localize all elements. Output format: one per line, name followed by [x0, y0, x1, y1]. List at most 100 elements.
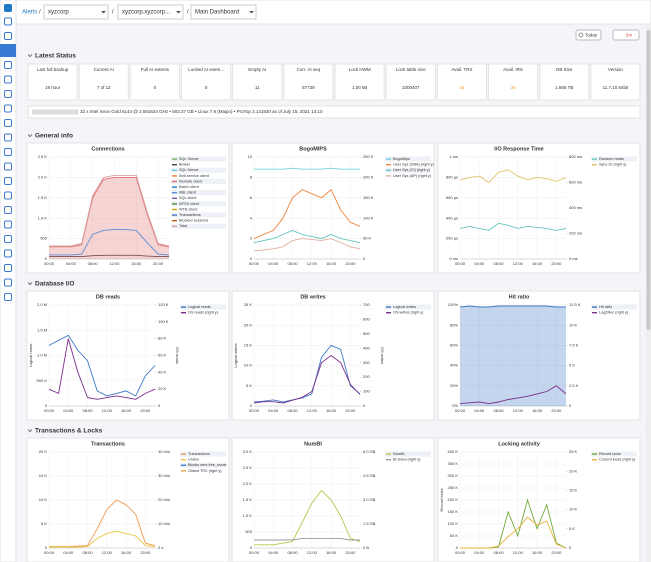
series-line [49, 174, 170, 247]
legend-band [385, 310, 431, 316]
series-line [48, 338, 156, 400]
stat-label: Lock table size [396, 67, 426, 72]
x-tick-label: 04:00 [268, 408, 279, 413]
refresh-label[interactable]: 5m [626, 33, 633, 38]
stat-value: 30 [511, 85, 517, 90]
legend-swatch [172, 192, 177, 194]
breadcrumb-link[interactable]: Alerts [22, 10, 37, 16]
today-label[interactable]: Today [585, 33, 598, 38]
nav-icon [4, 90, 12, 98]
refresh-button[interactable] [612, 29, 640, 41]
legend-label: Random reads [599, 157, 624, 161]
y-tick-label: 600 µs [446, 195, 458, 200]
x-tick-label: 00:00 [44, 408, 55, 413]
x-tick-label: 08:00 [494, 408, 505, 413]
legend-label: WTB client [179, 207, 198, 211]
stat-card [232, 63, 283, 101]
y2-tick-label: 0 [569, 545, 572, 550]
x-tick-label: 00:00 [44, 550, 55, 555]
legend-band [385, 156, 431, 162]
stat-value: 1.665 TB [555, 85, 573, 90]
legend-swatch [592, 158, 597, 160]
legend-swatch [172, 180, 177, 183]
y-tick-label: 100% [448, 302, 459, 307]
legend-swatch [592, 306, 597, 308]
chevron [27, 134, 33, 138]
dropdown-label[interactable]: xyzcorp [48, 10, 69, 16]
x-tick-label: 04:00 [268, 550, 279, 555]
y-tick-label: 400 µs [446, 215, 458, 220]
legend-label: Hit ratio [599, 305, 612, 309]
nav-icon [4, 61, 12, 69]
y-tick-label: 1.5 M [37, 327, 47, 332]
panel-title: DB writes [300, 294, 325, 300]
x-tick-label: 08:00 [83, 550, 94, 555]
y-tick-label: 500 [245, 529, 252, 534]
nav-icon [4, 264, 12, 272]
series-line [49, 254, 169, 258]
stat-label: Current AI [94, 67, 114, 72]
y2-tick-label: 100 K [158, 319, 169, 324]
dropdown[interactable] [190, 4, 257, 20]
dropdown[interactable] [117, 4, 184, 20]
series-line [49, 229, 170, 256]
legend-swatch [181, 306, 186, 308]
legend-label: BI Used (right y) [393, 458, 421, 462]
y2-tick-label: 10 K [569, 322, 578, 327]
y-tick-label: 1.5 K [243, 497, 253, 502]
y-tick-label: 1 ms [449, 154, 458, 159]
legend-band [171, 178, 226, 184]
y-tick-label: 250 K [448, 485, 459, 490]
legend-swatch [172, 164, 177, 166]
series-area [49, 177, 169, 259]
x-tick-label: 12:00 [109, 261, 120, 266]
y-tick-label: 20 K [39, 449, 48, 454]
legend-label: APSV client [179, 202, 200, 206]
chevron [27, 282, 33, 286]
legend-label: User Sys (CI) (right y) [393, 168, 430, 172]
today-button[interactable] [575, 29, 602, 41]
legend-band [171, 206, 226, 212]
legend-band [385, 451, 431, 457]
dropdown-label[interactable]: xyzcorp.xyzcorp... [122, 10, 170, 16]
nav-icon [4, 119, 12, 127]
legend-swatch [592, 453, 597, 455]
legend-label: Logical reads [188, 305, 211, 309]
stat-value: 57739 [302, 85, 315, 90]
y2-tick-label: 2.5 K [569, 383, 579, 388]
nav-icon [4, 17, 12, 26]
x-tick-label: 08:00 [288, 261, 299, 266]
series-line [253, 238, 361, 252]
legend-label: SQL client [179, 196, 197, 200]
legend-swatch [386, 175, 391, 177]
legend-label: ABL client [179, 191, 197, 195]
legend-swatch [172, 225, 177, 227]
legend-label: BogoMips [393, 157, 410, 161]
legend-swatch [172, 197, 177, 199]
legend-label: Total [179, 224, 187, 228]
legend-band [171, 162, 226, 168]
series-line [253, 354, 361, 404]
legend-swatch [386, 306, 391, 308]
y2-tick-label: 20 K [569, 468, 578, 473]
dropdown-label[interactable]: Main Dashboard [195, 10, 239, 16]
scroll-thumb[interactable] [646, 30, 651, 330]
stat-label: Avail. TRX [451, 67, 472, 72]
x-tick-label: 12:00 [513, 550, 524, 555]
x-tick-label: 20:00 [551, 408, 562, 413]
y-tick-label: 0 [250, 403, 253, 408]
separator: / [39, 10, 41, 16]
x-tick-label: 20:00 [153, 261, 164, 266]
legend-swatch [172, 169, 177, 171]
stat-value: 1.00 kB [352, 85, 367, 90]
stat-label: DB Size [556, 67, 573, 72]
legend-band [171, 201, 226, 207]
y-tick-label: 150 K [448, 509, 459, 514]
legend-swatch [172, 214, 177, 216]
legend-swatch [181, 453, 186, 455]
x-tick-label: 00:00 [249, 261, 260, 266]
y2-tick-label: 10 min [158, 521, 170, 526]
y2-tick-label: 500 [363, 331, 370, 336]
series-line [459, 222, 567, 231]
dropdown[interactable] [43, 4, 109, 20]
